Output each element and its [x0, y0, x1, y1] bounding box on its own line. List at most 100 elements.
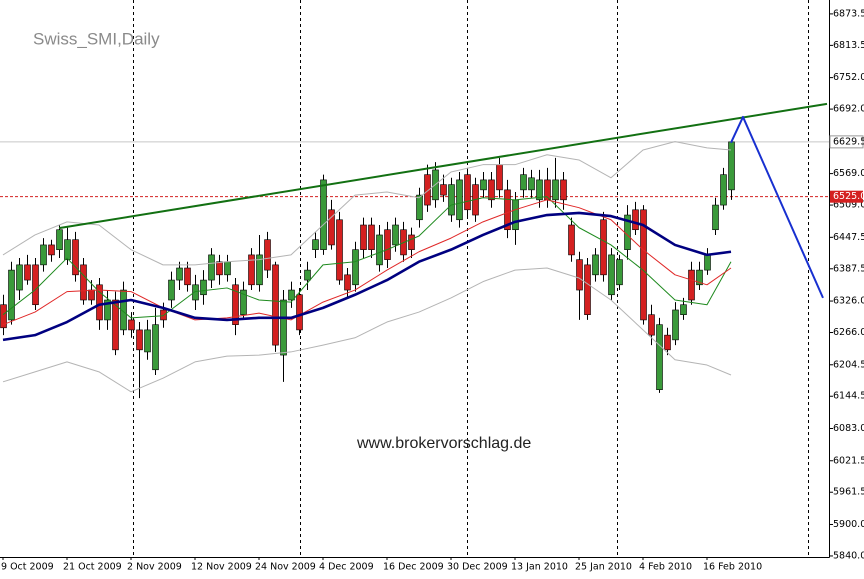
candle-body [416, 194, 423, 221]
candle-body [584, 264, 591, 315]
candle-body [280, 299, 287, 356]
candle-body [32, 264, 39, 306]
candle-body [240, 289, 247, 315]
candle-body [488, 179, 495, 201]
candle-body [136, 329, 143, 351]
candle-body [664, 334, 671, 351]
y-tick-label: 6569.0 [833, 168, 864, 179]
y-tick-label: 6752.0 [833, 72, 864, 83]
candle-body [448, 184, 455, 216]
y-tick-label: 6266.0 [833, 327, 864, 338]
candle-body [256, 254, 263, 286]
candle-body [640, 209, 647, 321]
x-tick-label: 9 Oct 2009 [1, 562, 54, 573]
candle-body [8, 269, 15, 321]
indicator-line [2, 267, 732, 393]
candle-body [104, 299, 111, 321]
candle-body [80, 264, 87, 301]
indicator-line [2, 196, 732, 319]
candle-body [168, 279, 175, 301]
y-tick-label: 6447.5 [833, 232, 864, 243]
candle-body [176, 267, 183, 281]
candle-body [600, 219, 607, 276]
candle-body [56, 229, 63, 250]
candle-body [248, 254, 255, 286]
watermark: www.brokervorschlag.de [356, 435, 531, 452]
candle-body [208, 254, 215, 281]
candle-body [576, 259, 583, 291]
candle-body [408, 234, 415, 250]
candle-body [712, 204, 719, 231]
candle-body [200, 279, 207, 296]
candle-body [48, 244, 55, 256]
y-tick-label: 5840.0 [833, 550, 864, 561]
candle-body [680, 304, 687, 315]
candle-body [720, 174, 727, 206]
candle-body [120, 289, 127, 331]
trendline [730, 115, 824, 299]
candle-body [192, 284, 199, 301]
candle-body [528, 177, 535, 191]
last-price-label: 6629.5 [833, 136, 864, 147]
candle-body [672, 309, 679, 341]
last-price-box [829, 135, 864, 149]
candle-body [40, 244, 47, 266]
candle-body [328, 209, 335, 246]
x-tick-label: 4 Feb 2010 [639, 562, 692, 573]
candle-body [384, 229, 391, 260]
candle-body [128, 319, 135, 331]
plot [0, 102, 829, 399]
candle-body [688, 269, 695, 301]
candle-body [16, 264, 23, 291]
candle-body [216, 261, 223, 276]
candle-body [336, 219, 343, 281]
x-tick-label: 2 Nov 2009 [127, 562, 182, 573]
x-tick-label: 21 Oct 2009 [63, 562, 122, 573]
trendline [58, 102, 828, 230]
x-tick-label: 13 Jan 2010 [511, 562, 568, 573]
candle-body [264, 239, 271, 271]
candle-body [440, 184, 447, 196]
period-separators [133, 0, 809, 557]
candle-body [696, 269, 703, 286]
y-tick-label: 6813.5 [833, 40, 864, 51]
candle-body [504, 189, 511, 231]
candle-body [552, 179, 559, 201]
candle-body [320, 179, 327, 250]
candle-body [592, 254, 599, 276]
candle-body [144, 329, 151, 353]
candle-body [560, 179, 567, 201]
x-tick-label: 30 Dec 2009 [447, 562, 508, 573]
candle-body [536, 179, 543, 201]
candle-body [376, 234, 383, 266]
y-tick-label: 6204.5 [833, 359, 864, 370]
y-tick-label: 6021.5 [833, 455, 864, 466]
candle-body [480, 179, 487, 191]
indicator-line [2, 199, 732, 326]
x-tick-label: 4 Dec 2009 [319, 562, 374, 573]
x-tick-label: 25 Jan 2010 [575, 562, 632, 573]
candle-body [344, 274, 351, 291]
candle-body [456, 179, 463, 221]
x-tick-label: 12 Nov 2009 [191, 562, 252, 573]
candle-body [648, 314, 655, 336]
candle-body [360, 224, 367, 250]
x-tick-label: 16 Dec 2009 [383, 562, 444, 573]
candle-body [616, 259, 623, 286]
candle-body [656, 324, 663, 390]
candle-body [392, 224, 399, 246]
candle-body [464, 174, 471, 211]
candle-body [568, 224, 575, 256]
x-tick-label: 24 Nov 2009 [255, 562, 316, 573]
y-tick-label: 6692.0 [833, 104, 864, 115]
candle-body [520, 174, 527, 191]
candle-body [608, 254, 615, 296]
candle-body [0, 304, 7, 329]
x-tick-label: 16 Feb 2010 [703, 562, 762, 573]
candle-body [288, 289, 295, 301]
candle-body [424, 174, 431, 206]
y-tick-label: 6509.0 [833, 200, 864, 211]
candle-body [352, 249, 359, 286]
candle-body [312, 239, 319, 250]
